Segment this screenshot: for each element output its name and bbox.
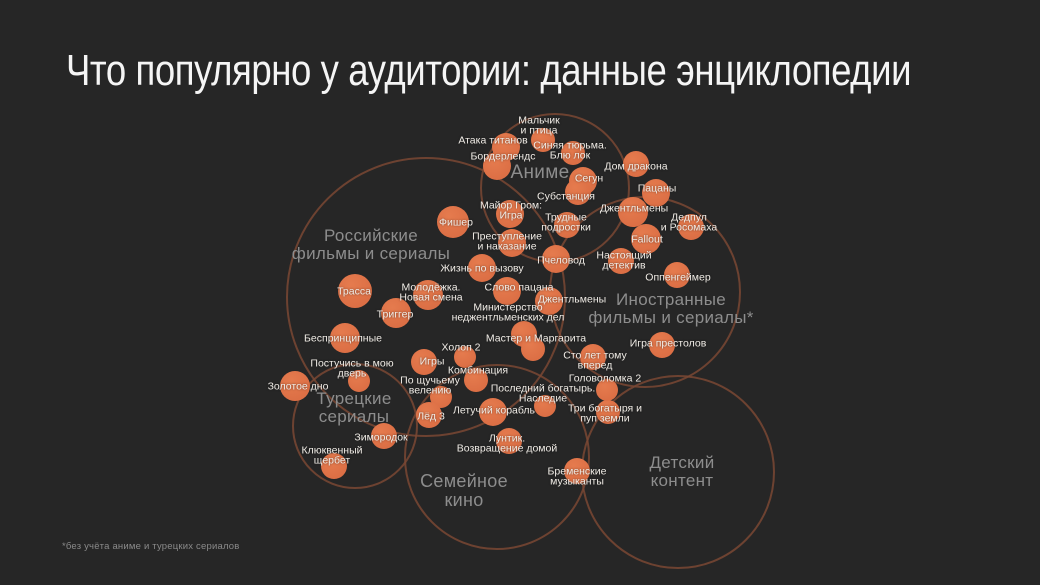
movie-dot	[330, 323, 360, 353]
movie-dot	[534, 395, 556, 417]
movie-label: Постучись в мою дверь	[310, 357, 394, 379]
movie-dot	[348, 370, 370, 392]
movie-dot	[649, 332, 675, 358]
movie-dot	[596, 379, 618, 401]
footnote: *без учёта аниме и турецких сериалов	[62, 541, 240, 552]
movie-dot	[371, 423, 397, 449]
movie-label: Три богатыря и пуп земли	[567, 402, 643, 424]
movie-label: Дедпул и Росомаха	[660, 211, 718, 233]
movie-dot	[411, 349, 437, 375]
movie-label: Золотое дно	[267, 380, 329, 393]
movie-dot	[561, 141, 585, 165]
movie-dot	[535, 287, 563, 315]
movie-dot	[468, 254, 496, 282]
movie-label: Жизнь по вызову	[440, 262, 524, 275]
category-label: Российские фильмы и сериалы	[291, 226, 451, 263]
movie-dot	[498, 229, 526, 257]
movie-dot	[678, 214, 704, 240]
movie-dot	[413, 280, 443, 310]
movie-label: По щучьему велению	[400, 374, 460, 396]
movie-label: Сто лет тому вперед	[563, 349, 627, 371]
movie-label: Атака титанов	[458, 134, 528, 147]
movie-label: Настоящий детектив	[596, 249, 652, 271]
movie-dot	[623, 151, 649, 177]
movie-dot	[493, 277, 521, 305]
movie-dot	[483, 152, 511, 180]
movie-dot	[565, 179, 591, 205]
movie-label: Бордерлендс	[470, 150, 536, 163]
movie-dot	[280, 371, 310, 401]
movie-label: Игры	[419, 355, 445, 368]
movie-dot	[531, 128, 555, 152]
movie-dot	[580, 344, 606, 370]
category-label: Детский контент	[649, 453, 715, 490]
movie-label: Лёд 3	[417, 410, 445, 423]
category-label: Иностранные фильмы и сериалы*	[588, 290, 754, 327]
movie-label: Бременские музыканты	[547, 465, 607, 487]
movie-label: Беспринципные	[304, 332, 382, 345]
movie-dot	[564, 458, 590, 484]
movie-dot	[454, 346, 476, 368]
movie-label: Джентльмены	[537, 293, 607, 306]
movie-label: Игра престолов	[629, 337, 707, 350]
movie-label: Пацаны	[637, 182, 677, 195]
movie-label: Фишер	[439, 216, 473, 229]
movie-dot	[416, 402, 442, 428]
movie-dot	[430, 386, 452, 408]
movie-label: Трасса	[337, 285, 371, 298]
movie-label: Субстанция	[537, 190, 595, 203]
movie-label: Сегун	[574, 172, 604, 185]
movie-dot	[521, 337, 545, 361]
movie-dot	[464, 368, 488, 392]
movie-label: Холоп 2	[441, 341, 481, 354]
movie-dot	[618, 197, 648, 227]
movie-dot	[496, 200, 524, 228]
movie-label: Головоломка 2	[568, 372, 642, 385]
category-label: Семейное кино	[420, 471, 508, 510]
movie-dot	[631, 224, 661, 254]
movie-dot	[381, 298, 411, 328]
movie-dot	[321, 453, 347, 479]
movie-dot	[642, 179, 670, 207]
movie-dot	[479, 398, 507, 426]
movie-label: Последний богатырь. Наследие	[490, 382, 596, 404]
movie-dot	[608, 248, 634, 274]
movie-label: Клюквенный щербет	[301, 444, 363, 466]
movie-label: Триггер	[376, 308, 414, 321]
movie-label: Летучий корабль	[452, 404, 536, 417]
movie-label: Мастер и Маргарита	[485, 332, 587, 345]
movie-label: Лунтик. Возвращение домой	[456, 432, 558, 454]
movie-label: Мальчик и птица	[518, 114, 560, 136]
category-label: Аниме	[510, 162, 570, 184]
movie-label: Слово пацана	[484, 281, 554, 294]
movie-label: Дом дракона	[604, 160, 668, 173]
movie-label: Зимородок	[354, 431, 408, 444]
movie-label: Молодёжка. Новая смена	[399, 281, 463, 303]
movie-dot	[596, 400, 620, 424]
movie-dot	[338, 274, 372, 308]
movie-dot	[437, 206, 469, 238]
movie-label: Трудные подростки	[541, 211, 591, 233]
movie-label: Майор Гром: Игра	[479, 199, 543, 221]
movie-label: Комбинация	[447, 364, 509, 377]
movie-dot	[664, 262, 690, 288]
movie-label: Оппенгеймер	[645, 271, 711, 284]
movie-dot	[542, 245, 570, 273]
movie-label: Джентльмены	[599, 202, 669, 215]
movie-dot	[554, 212, 580, 238]
movie-label: Министерство неджентльменских дел	[451, 301, 565, 323]
category-label: Турецкие сериалы	[316, 389, 392, 426]
movie-label: Пчеловод	[537, 254, 585, 267]
movie-dot	[496, 428, 522, 454]
movie-label: Синяя тюрьма. Блю лок	[533, 139, 607, 161]
movie-label: Fallout	[631, 233, 663, 246]
page-title: Что популярно у аудитории: данные энцикл…	[66, 46, 912, 95]
movie-label: Преступление и наказание	[472, 230, 542, 252]
